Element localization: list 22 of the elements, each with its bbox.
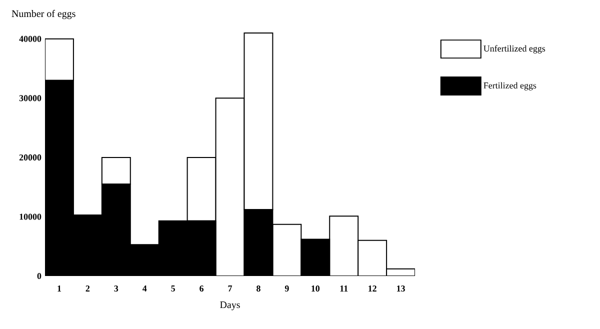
y-tick-label: 0 xyxy=(37,272,42,280)
y-tick-label: 20000 xyxy=(19,154,42,160)
x-tick-label: 11 xyxy=(340,286,348,292)
x-tick-label: 2 xyxy=(86,286,90,292)
x-tick-label: 8 xyxy=(256,286,260,292)
x-tick-label: 10 xyxy=(312,286,320,292)
x-tick-label: 13 xyxy=(397,286,405,292)
x-tick-label: 1 xyxy=(58,286,62,292)
x-tick-label: 12 xyxy=(368,286,376,292)
x-tick-label: 4 xyxy=(142,286,147,292)
y-tick-label: 30000 xyxy=(19,95,42,102)
x-tick-label: 7 xyxy=(228,286,232,292)
x-tick-label: 3 xyxy=(114,286,118,292)
legend-label: Unfertilized eggs xyxy=(484,45,546,54)
legend-label: Fertilized eggs xyxy=(484,82,536,90)
y-tick-label: 40000 xyxy=(19,36,42,42)
x-tick-label: 9 xyxy=(284,286,289,292)
y-axis-title: Number of eggs xyxy=(12,10,76,20)
y-tick-label: 10000 xyxy=(20,214,42,220)
x-tick-label: 5 xyxy=(171,286,175,292)
x-axis-title: Days xyxy=(220,302,240,310)
x-tick-label: 6 xyxy=(200,286,204,292)
